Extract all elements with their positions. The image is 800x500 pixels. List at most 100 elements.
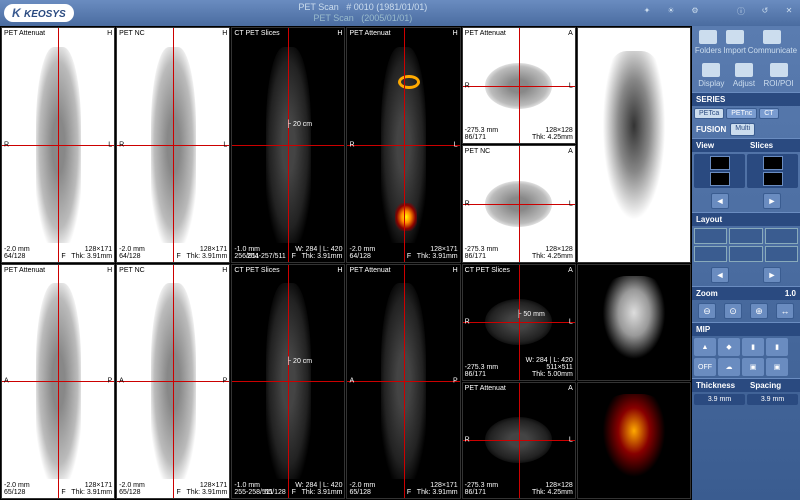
zoom-out-button[interactable]: ⊖ [698,303,716,319]
scale-label: ├ 20 cm [286,358,312,365]
pane-series-label: PET Attenuat [4,30,45,37]
view-header: View [692,138,746,152]
pane-dim-label: W: 284 | L: 420 511×511 Thk: 5.00mm [526,357,573,378]
brand-logo: KEOSYS [4,4,74,22]
slices-thumbnails[interactable] [747,154,798,188]
layout-prev-button[interactable]: ◄ [711,267,729,283]
mip-preset[interactable]: ▣ [766,358,788,376]
layout-option[interactable] [694,246,727,262]
layout-option[interactable] [729,228,762,244]
pane-right-label: L [223,141,227,148]
pane-orient-label: A [568,267,573,274]
series-petnc-button[interactable]: PETnc [726,108,757,119]
communicate-icon[interactable]: Communicate [748,30,797,55]
pane-series-label: PET NC [465,148,491,155]
mip-header: MIP [692,322,800,336]
pane-right-label: P [453,378,458,385]
layout-option[interactable] [765,246,798,262]
view-next-button[interactable]: ► [763,193,781,209]
patient-header: PET Scan # 0010 (1981/01/01) PET Scan (2… [86,2,640,24]
viewport-r1c5b[interactable]: PET NCA-275.3 mm 86/171128×128 Thk: 4.25… [462,145,576,262]
pane-right-label: L [569,319,573,326]
viewport-r1c6[interactable] [577,27,691,263]
help-icon[interactable]: ⓘ [734,6,748,20]
pane-dim-label: 128×128 Thk: 4.25mm [532,482,573,496]
viewport-r2c5b[interactable]: PET AttenuatA-275.3 mm 86/171128×128 Thk… [462,382,576,499]
series-ct-button[interactable]: CT [759,108,778,119]
pane-orient-label: H [107,30,112,37]
viewport-r2c5a[interactable]: CT PET SlicesA-275.3 mm 86/171W: 284 | L… [462,264,576,381]
layout-option[interactable] [694,228,727,244]
pane-orient-label: H [337,267,342,274]
pane-pos-label: -2.0 mm 65/128 [4,482,30,496]
viewport-r1c3[interactable]: CT PET SlicesH-1.0 mm 256/511W: 284 | L:… [231,27,345,263]
pane-pos-label: -275.3 mm 86/171 [465,246,498,260]
pane-right-label: L [108,141,112,148]
pane-left-label: R [119,141,124,148]
viewport-r2c1[interactable]: PET AttenuatH-2.0 mm 65/128128×171 F Thk… [1,264,115,500]
viewport-r2c4[interactable]: PET AttenuatH-2.0 mm 65/128128×171 F Thk… [346,264,460,500]
series-petca-button[interactable]: PETca [694,108,724,119]
mip-preset[interactable]: ▮ [742,338,764,356]
viewport-r1c5a[interactable]: PET AttenuatA-275.3 mm 86/171128×128 Thk… [462,27,576,144]
title-bar: KEOSYS PET Scan # 0010 (1981/01/01) PET … [0,0,800,26]
fusion-multi-button[interactable]: Multi [730,123,755,136]
light-icon[interactable]: ☀ [664,6,678,20]
pane-pos-label: -275.3 mm 86/171 [465,482,498,496]
pane-series-label: PET Attenuat [349,267,390,274]
sparkle-icon[interactable]: ✦ [640,6,654,20]
thickness-header: Thickness [692,378,746,392]
viewport-r1c4[interactable]: PET AttenuatH-2.0 mm 64/128128×171 F Thk… [346,27,460,263]
pane-orient-label: H [453,30,458,37]
spacing-value[interactable]: 3.9 mm [747,394,798,405]
mip-preset[interactable]: ▲ [694,338,716,356]
pane-orient-label: A [568,148,573,155]
pane-right-label: L [569,200,573,207]
viewport-r1c1[interactable]: PET AttenuatH-2.0 mm 64/128128×171 F Thk… [1,27,115,263]
view-prev-button[interactable]: ◄ [711,193,729,209]
refresh-icon[interactable]: ↺ [758,6,772,20]
viewport-r2c3[interactable]: CT PET SlicesH-1.0 mm 255-258/511W: 284 … [231,264,345,500]
mip-preset[interactable]: ▮ [766,338,788,356]
zoom-fit-button[interactable]: ⊙ [724,303,742,319]
folders-icon[interactable]: Folders [695,30,722,55]
thickness-value[interactable]: 3.9 mm [694,394,745,405]
mip-preset[interactable]: ☁ [718,358,740,376]
mip-preset[interactable]: ▣ [742,358,764,376]
layout-next-button[interactable]: ► [763,267,781,283]
pane-left-label: A [349,378,354,385]
viewport-r2c6a[interactable] [577,264,691,381]
pane-series-label: PET NC [119,30,145,37]
viewport-r1c2[interactable]: PET NCH-2.0 mm 64/128128×171 F Thk: 3.91… [116,27,230,263]
pane-orient-label: A [568,30,573,37]
adjust-icon[interactable]: Adjust [733,63,755,88]
zoom-reset-button[interactable]: ↔ [776,303,794,319]
mip-preset[interactable]: ◆ [718,338,740,356]
layout-option[interactable] [765,228,798,244]
pane-orient-label: H [222,267,227,274]
pane-right-label: L [569,82,573,89]
viewport-r2c2[interactable]: PET NCH-2.0 mm 65/128128×171 F Thk: 3.91… [116,264,230,500]
pane-dim-label: 128×171 F Thk: 3.91mm [61,482,112,496]
pane-dim-label: 128×171 F Thk: 3.91mm [176,246,227,260]
pane-pos-label: -2.0 mm 65/128 [349,482,375,496]
pane-series-label: CT PET Slices [234,267,279,274]
import-icon[interactable]: Import [723,30,746,55]
roi-icon[interactable]: ROI/POI [764,63,794,88]
pane-dim-label: 128×171 F Thk: 3.91mm [176,482,227,496]
pane-series-label: CT PET Slices [465,267,510,274]
pane-series-label: PET Attenuat [465,30,506,37]
pane-pos-label: -2.0 mm 64/128 [4,246,30,260]
pane-pos-label: -2.0 mm 64/128 [119,246,145,260]
layout-header: Layout [692,212,800,226]
close-icon[interactable]: ✕ [782,6,796,20]
zoom-in-button[interactable]: ⊕ [750,303,768,319]
display-icon[interactable]: Display [698,63,724,88]
bug-icon[interactable]: ⚙ [688,6,702,20]
pane-right-label: L [569,437,573,444]
view-thumbnails[interactable] [694,154,745,188]
mip-off-button[interactable]: OFF [694,358,716,376]
layout-option[interactable] [729,246,762,262]
viewport-r2c6b[interactable] [577,382,691,499]
pane-orient-label: A [568,385,573,392]
